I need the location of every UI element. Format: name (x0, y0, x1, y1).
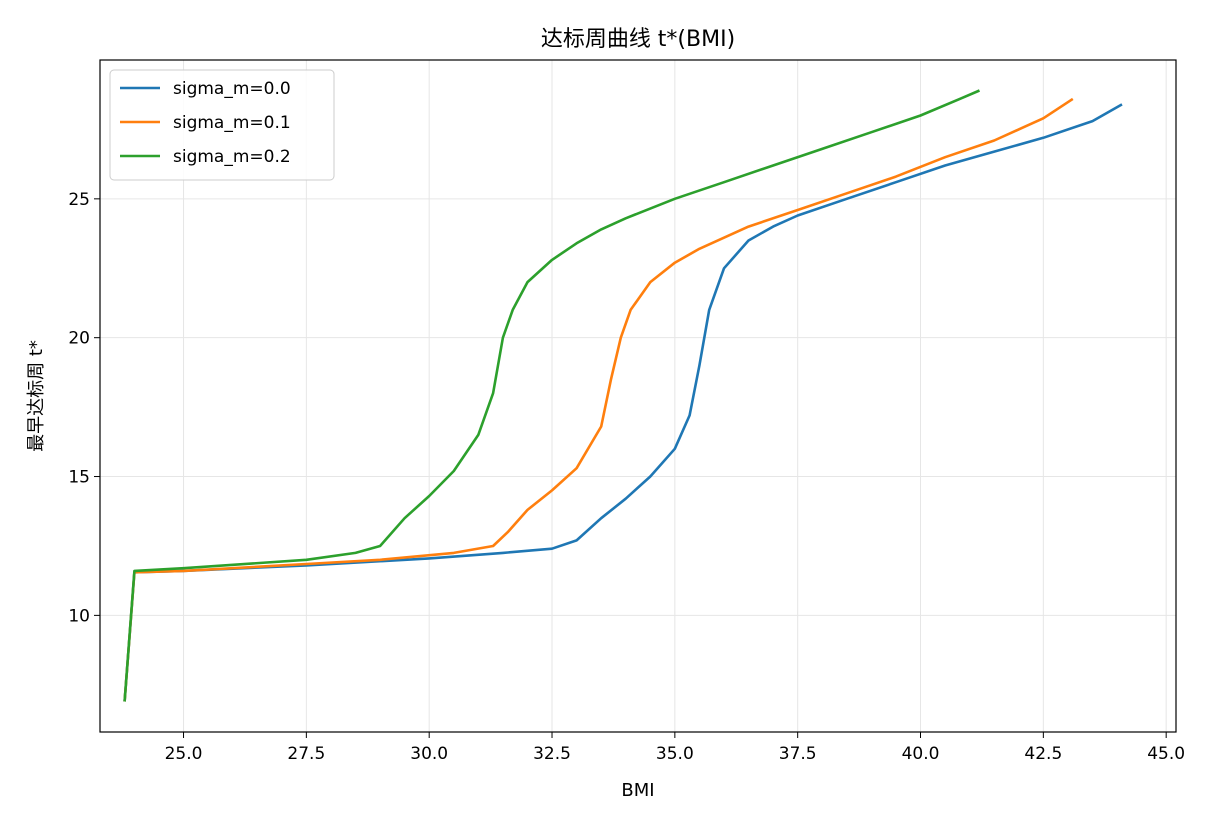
legend-label-0: sigma_m=0.0 (173, 79, 291, 99)
chart-title: 达标周曲线 t*(BMI) (541, 27, 735, 52)
x-tick-label: 42.5 (1024, 744, 1062, 764)
x-tick-label: 40.0 (902, 744, 940, 764)
y-tick-label: 20 (68, 329, 90, 349)
x-tick-label: 32.5 (533, 744, 571, 764)
series-lines (123, 89, 1123, 702)
series-line-2 (123, 89, 981, 702)
y-tick-label: 15 (68, 468, 90, 488)
legend-box (109, 69, 335, 181)
plot-frame (99, 59, 1177, 733)
axis-ticks: 25.0 27.5 30.0 32.5 35.0 37.5 40.0 42.5 45.0 10 15… (68, 190, 1185, 764)
y-tick-label: 25 (68, 190, 90, 210)
legend-label-1: sigma_m=0.1 (173, 113, 291, 133)
x-tick-label: 37.5 (779, 744, 817, 764)
series-line-1 (123, 97, 1074, 702)
legend-label-2: sigma_m=0.2 (173, 147, 291, 167)
x-tick-label: 45.0 (1147, 744, 1185, 764)
legend: sigma_m=0.0 sigma_m=0.1 sigma_m=0.2 (109, 69, 335, 181)
x-axis-label: BMI (621, 780, 654, 801)
y-axis-label: 最早达标周 t* (26, 340, 47, 452)
y-tick-label: 10 (68, 606, 90, 626)
x-tick-label: 27.5 (287, 744, 325, 764)
series-line-0 (123, 103, 1123, 702)
x-tick-label: 30.0 (410, 744, 448, 764)
x-tick-label: 35.0 (656, 744, 694, 764)
grid-lines (100, 60, 1176, 732)
x-tick-label: 25.0 (165, 744, 203, 764)
